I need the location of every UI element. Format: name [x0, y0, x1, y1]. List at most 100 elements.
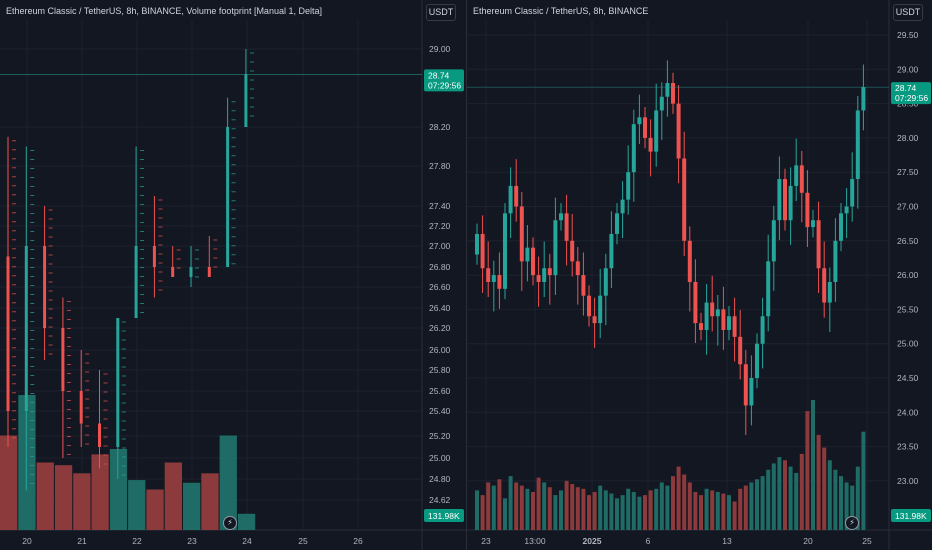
volume-bar [799, 453, 804, 530]
x-tick-label: 23 [187, 536, 197, 546]
volume-bar [609, 493, 614, 530]
volume-bar [128, 480, 146, 530]
candle-body [855, 110, 860, 180]
price-badge-countdown: 07:29:56 [895, 93, 928, 103]
candle-body [189, 267, 193, 277]
volume-bar [36, 462, 54, 530]
volume-bar [693, 491, 698, 530]
candle-body [486, 268, 491, 282]
y-tick-label: 27.80 [429, 161, 451, 171]
candle-body [811, 220, 815, 228]
candle-body [743, 364, 748, 406]
candle-body [721, 309, 726, 330]
candle-body [665, 83, 670, 97]
volume-bar [659, 482, 664, 530]
volume-bar [183, 482, 201, 530]
price-badge-countdown: 07:29:56 [428, 80, 461, 90]
candle-body [783, 179, 787, 221]
candle-body [587, 295, 591, 317]
volume-bar [531, 491, 535, 530]
candle-body [531, 247, 535, 276]
y-tick-label: 25.80 [429, 365, 451, 375]
volume-bar [643, 495, 647, 530]
footprint-chart-canvas[interactable]: 29.00 28.20 27.80 27.40 27.20 27.00 26.80 26.60… [0, 0, 466, 550]
volume-bar [620, 495, 625, 530]
candlestick-chart-pane[interactable]: 29.5029.0028.5028.0027.5027.0026.5026.00… [467, 0, 932, 550]
candle-body [171, 267, 175, 277]
y-tick-label: 25.40 [429, 406, 451, 416]
volume-bar [73, 473, 91, 530]
volume-bar [727, 495, 731, 530]
y-tick-label: 26.00 [429, 345, 451, 355]
candle-body [244, 74, 248, 127]
pane-divider[interactable] [466, 0, 467, 550]
volume-bar [844, 482, 849, 530]
volume-badge [891, 509, 931, 522]
candle-body [592, 316, 597, 324]
candle-body [749, 378, 754, 406]
volume-badge [424, 509, 464, 522]
candlestick-chart-canvas[interactable]: 29.5029.0028.5028.0027.5027.0026.5026.00… [467, 0, 932, 550]
volume-bar [598, 485, 603, 530]
volume-bar [833, 469, 838, 530]
volume-bar [491, 485, 496, 530]
x-tick-label: 21 [77, 536, 87, 546]
volume-bar [721, 493, 726, 530]
volume-bar [788, 466, 793, 530]
volume-bar [519, 485, 524, 530]
candle-body [805, 192, 810, 228]
footprint-chart-pane[interactable]: 29.00 28.20 27.80 27.40 27.20 27.00 26.80 26.60… [0, 0, 466, 550]
x-tick-label: 26 [353, 536, 363, 546]
price-badge-value: 28.74 [895, 83, 917, 93]
candle-body [497, 275, 502, 289]
volume-bar [749, 482, 754, 530]
candle-body [715, 309, 720, 317]
candle-body [480, 233, 485, 269]
candle-body [43, 246, 47, 328]
candle-body [687, 240, 692, 282]
volume-bar [615, 498, 619, 530]
candle-body [631, 124, 636, 173]
candle-body [134, 246, 138, 318]
volume-bar [648, 490, 653, 530]
volume-bar [827, 460, 832, 530]
candle-body [771, 220, 776, 262]
price-badge-value: 28.74 [428, 70, 450, 80]
candle-body [536, 275, 541, 282]
currency-selector[interactable]: USDT [426, 4, 456, 21]
y-tick-label: 23.00 [897, 476, 919, 486]
lightning-icon[interactable]: ⚡ [223, 516, 237, 530]
y-tick-label: 27.20 [429, 221, 451, 231]
candle-body [581, 275, 586, 296]
candle-body [626, 172, 631, 200]
volume-bar [219, 435, 237, 530]
volume-bar [805, 411, 810, 530]
volume-bar [570, 484, 575, 530]
y-tick-label: 28.20 [429, 122, 451, 132]
candle-body [799, 165, 804, 193]
chart-title: Ethereum Classic / TetherUS, 8h, BINANCE… [6, 6, 322, 16]
y-tick-label: 26.60 [429, 282, 451, 292]
x-tick-label: 13:00 [524, 536, 546, 546]
candle-body [676, 103, 681, 159]
volume-bar [201, 473, 219, 530]
volume-bar [637, 496, 642, 530]
y-tick-label: 24.00 [897, 407, 919, 417]
volume-bar [581, 488, 586, 530]
volume-bar [755, 479, 759, 530]
volume-bar [603, 490, 608, 530]
volume-bar [704, 488, 709, 530]
candle-body [710, 302, 715, 317]
lightning-icon[interactable]: ⚡ [845, 516, 859, 530]
candle-body [777, 179, 782, 221]
candle-body [738, 336, 743, 365]
y-tick-label: 29.00 [897, 64, 919, 74]
candle-body [79, 391, 83, 424]
candle-body [514, 185, 519, 207]
y-tick-label: 27.00 [429, 241, 451, 251]
candle-body [6, 256, 10, 411]
volume-bar [237, 513, 256, 530]
x-tick-label: 2025 [583, 536, 602, 546]
currency-selector[interactable]: USDT [893, 4, 923, 21]
y-tick-label: 29.50 [897, 30, 919, 40]
